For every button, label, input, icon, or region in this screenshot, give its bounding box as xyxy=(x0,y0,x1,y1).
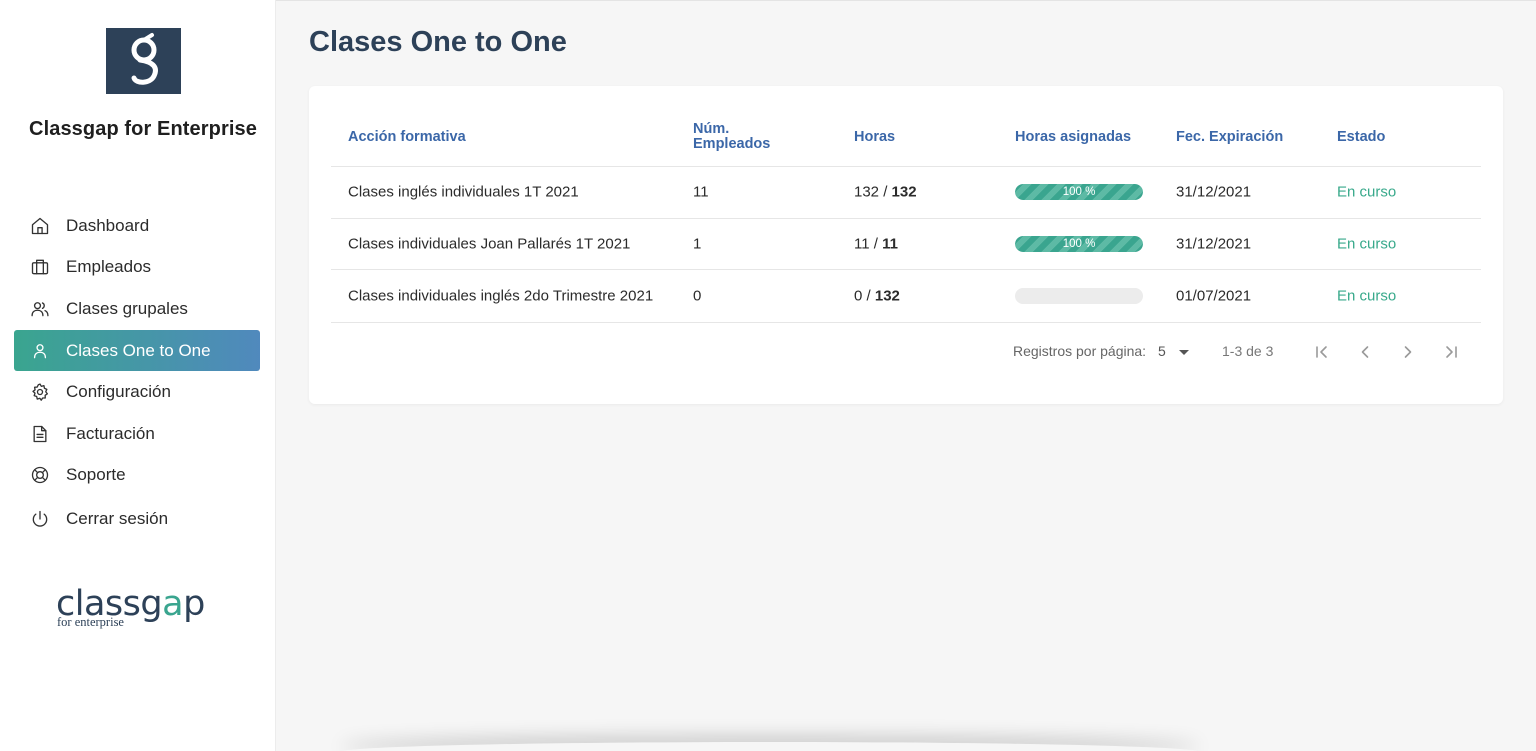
cell-accion: Clases inglés individuales 1T 2021 xyxy=(348,183,579,201)
sidebar-item-clases-grupales[interactable]: Clases grupales xyxy=(14,288,260,330)
next-page-button[interactable] xyxy=(1398,342,1418,362)
table-row[interactable]: Clases inglés individuales 1T 2021 11 13… xyxy=(331,167,1481,219)
cell-expiracion: 01/07/2021 xyxy=(1176,287,1252,305)
progress-label xyxy=(1015,288,1143,304)
progress-label: 100 % xyxy=(1062,237,1096,250)
lifebuoy-icon xyxy=(29,464,51,486)
last-page-button[interactable] xyxy=(1441,342,1461,362)
cell-accion: Clases individuales inglés 2do Trimestre… xyxy=(348,287,654,305)
last-page-icon xyxy=(1446,346,1457,358)
progress-fill xyxy=(1015,235,1143,252)
cell-horas-asignadas: 100 % xyxy=(1015,235,1143,252)
sidebar-item-cerrar-sesion[interactable]: Cerrar sesión xyxy=(14,498,260,540)
cell-horas: 11 / 11 xyxy=(854,235,898,253)
column-header-empleados[interactable]: Núm. Empleados xyxy=(693,121,771,152)
sidebar-item-label: Cerrar sesión xyxy=(66,508,169,528)
sidebar-item-facturacion[interactable]: Facturación xyxy=(14,413,260,455)
sidebar-item-label: Configuración xyxy=(66,382,171,402)
sidebar-item-label: Dashboard xyxy=(66,215,150,235)
column-header-horas-asignadas[interactable]: Horas asignadas xyxy=(1015,129,1132,145)
chevron-down-icon[interactable] xyxy=(1179,350,1189,355)
sidebar-item-label: Soporte xyxy=(66,465,126,485)
progress-bar xyxy=(1015,287,1143,304)
first-page-button[interactable] xyxy=(1312,342,1332,362)
cell-empleados: 0 xyxy=(693,287,702,305)
table-row[interactable]: Clases individuales inglés 2do Trimestre… xyxy=(331,270,1481,323)
progress-bar: 100 % xyxy=(1015,235,1143,252)
first-page-icon xyxy=(1316,346,1327,358)
page-size-select[interactable]: 5 xyxy=(1158,343,1166,359)
column-header-horas[interactable]: Horas xyxy=(854,129,896,145)
cell-expiracion: 31/12/2021 xyxy=(1176,183,1252,201)
sidebar-nav: Dashboard Empleados Clases grupales Clas… xyxy=(14,205,260,540)
document-icon xyxy=(29,423,51,445)
cell-expiracion: 31/12/2021 xyxy=(1176,235,1252,253)
cell-horas: 132 / 132 xyxy=(854,183,917,201)
progress-label: 100 % xyxy=(1062,186,1096,199)
progress-bar: 100 % xyxy=(1015,184,1143,201)
footer-logo-tagline: for enterprise xyxy=(57,615,124,629)
sidebar-item-soporte[interactable]: Soporte xyxy=(14,455,260,497)
cell-horas-asignadas xyxy=(1015,287,1143,304)
brand-name: Classgap for Enterprise xyxy=(29,118,257,140)
sidebar-item-empleados[interactable]: Empleados xyxy=(14,247,260,289)
power-icon xyxy=(29,508,51,530)
table-row[interactable]: Clases individuales Joan Pallarés 1T 202… xyxy=(331,219,1481,271)
briefcase-icon xyxy=(29,256,51,278)
chevron-left-icon xyxy=(1361,346,1369,358)
sidebar-item-clases-one-to-one[interactable]: Clases One to One xyxy=(14,329,260,372)
sidebar-item-label: Facturación xyxy=(66,423,155,443)
page-range: 1-3 de 3 xyxy=(1222,343,1274,359)
classes-table: Acción formativa Núm. Empleados Horas Ho… xyxy=(331,110,1481,323)
sidebar-item-label: Clases grupales xyxy=(66,298,188,318)
sidebar-item-label: Empleados xyxy=(66,257,152,277)
g-logo-icon xyxy=(131,33,158,85)
cell-horas-asignadas: 100 % xyxy=(1015,184,1143,201)
pagination: Registros por página: 5 1-3 de 3 xyxy=(309,342,1503,362)
status-badge: En curso xyxy=(1337,287,1397,305)
cell-horas: 0 / 132 xyxy=(854,287,900,305)
column-header-expiracion[interactable]: Fec. Expiración xyxy=(1176,129,1284,145)
table-header: Acción formativa Núm. Empleados Horas Ho… xyxy=(331,110,1481,167)
bottom-shadow xyxy=(340,742,1200,751)
footer-brand-logo: classgap for enterprise xyxy=(56,584,226,640)
cell-accion: Clases individuales Joan Pallarés 1T 202… xyxy=(348,235,631,253)
user-icon xyxy=(29,340,51,362)
home-icon xyxy=(29,215,51,237)
page-size-label: Registros por página: xyxy=(1013,343,1147,359)
page-title: Clases One to One xyxy=(309,26,567,58)
footer-logo-wordmark: classgap xyxy=(56,584,205,624)
gear-icon xyxy=(29,381,51,403)
chevron-right-icon xyxy=(1404,346,1412,358)
brand-logo[interactable] xyxy=(106,28,181,94)
sidebar: Classgap for Enterprise Dashboard Emplea… xyxy=(0,0,276,751)
column-header-accion[interactable]: Acción formativa xyxy=(348,129,466,145)
sidebar-item-configuracion[interactable]: Configuración xyxy=(14,371,260,413)
column-header-estado[interactable]: Estado xyxy=(1337,129,1386,145)
top-border xyxy=(0,0,1536,1)
status-badge: En curso xyxy=(1337,183,1397,201)
cell-empleados: 11 xyxy=(693,183,709,201)
previous-page-button[interactable] xyxy=(1355,342,1375,362)
sidebar-item-label: Clases One to One xyxy=(66,340,211,360)
sidebar-item-dashboard[interactable]: Dashboard xyxy=(14,205,260,247)
status-badge: En curso xyxy=(1337,235,1397,253)
users-icon xyxy=(29,298,51,320)
cell-empleados: 1 xyxy=(693,235,702,253)
progress-fill xyxy=(1015,184,1143,201)
classes-table-card: Acción formativa Núm. Empleados Horas Ho… xyxy=(309,86,1503,404)
